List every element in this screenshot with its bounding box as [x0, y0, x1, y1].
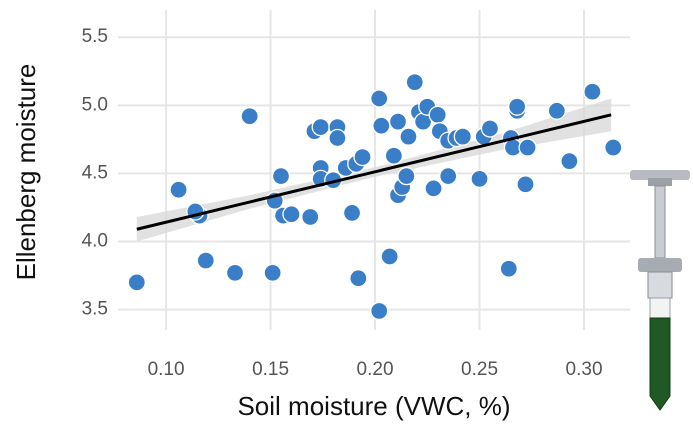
y-tick-label: 4.0 [82, 231, 108, 252]
point [169, 180, 188, 199]
x-tick-label: 0.10 [148, 359, 185, 380]
point [263, 263, 282, 282]
point [240, 107, 259, 126]
probe-rod [654, 185, 666, 259]
point [271, 166, 291, 186]
y-tick-label: 3.5 [82, 299, 108, 320]
point [439, 166, 458, 186]
point [453, 127, 472, 146]
point [353, 147, 372, 167]
point [196, 251, 215, 270]
probe-sensor [649, 317, 671, 411]
probe-body [647, 271, 673, 299]
point [399, 127, 418, 146]
point [604, 138, 623, 157]
point [560, 151, 579, 171]
point [516, 175, 535, 194]
point [370, 301, 389, 321]
point [370, 89, 389, 108]
probe-collar [648, 178, 672, 186]
point [388, 112, 408, 131]
point [405, 73, 424, 92]
point [424, 179, 443, 198]
point [380, 247, 399, 266]
point [127, 273, 146, 292]
x-axis-title: Soil moisture (VWC, %) [237, 391, 510, 421]
point [518, 138, 537, 157]
x-tick-label: 0.30 [566, 359, 603, 380]
soil-probe [630, 170, 690, 411]
point [499, 259, 518, 278]
x-tick-label: 0.25 [461, 359, 498, 380]
point [384, 146, 404, 165]
point [372, 116, 391, 135]
x-tick-label: 0.20 [357, 359, 394, 380]
confidence-band [136, 98, 612, 242]
probe-cap [630, 170, 690, 180]
point [282, 205, 301, 224]
y-tick-label: 5.5 [82, 26, 108, 47]
y-tick-label: 4.5 [82, 162, 108, 183]
point [301, 207, 320, 227]
point [547, 101, 567, 120]
point [480, 119, 500, 138]
point [397, 166, 416, 186]
probe-handle [638, 258, 682, 272]
point [328, 128, 347, 148]
point [225, 263, 245, 282]
y-tick-label: 5.0 [82, 94, 108, 115]
probe-sleeve [649, 297, 671, 319]
point [470, 169, 489, 189]
x-tick-label: 0.15 [252, 359, 289, 380]
point [342, 203, 362, 223]
y-axis-title: Ellenberg moisture [11, 64, 41, 281]
point [508, 97, 527, 116]
point [311, 117, 330, 137]
point [349, 269, 368, 288]
fit-line [136, 113, 612, 231]
point [428, 105, 447, 125]
point [583, 82, 602, 101]
